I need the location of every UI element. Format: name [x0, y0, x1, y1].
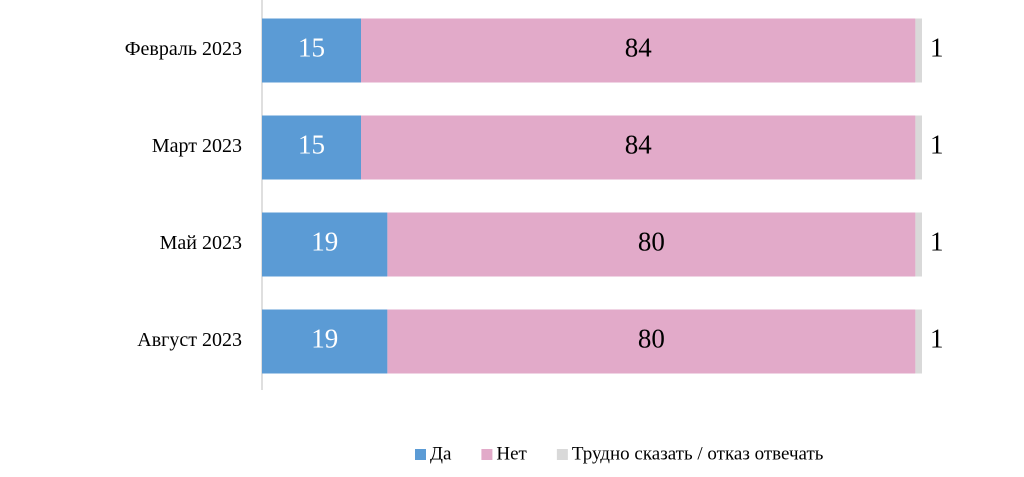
legend-swatch [481, 449, 493, 460]
bar-segment [262, 115, 361, 180]
data-label: 80 [638, 324, 665, 354]
legend-swatch [556, 449, 568, 460]
legend-label: Трудно сказать / отказ отвечать [572, 443, 824, 464]
bar-segment [387, 212, 916, 277]
bar-segment [387, 309, 916, 374]
y-tick-label: Февраль 2023 [125, 38, 242, 60]
data-label: 19 [311, 227, 338, 257]
bar-segment [262, 309, 388, 374]
legend-label: Нет [496, 443, 527, 464]
data-label: 80 [638, 227, 665, 257]
data-label: 15 [298, 33, 325, 63]
bar-segment [915, 18, 922, 83]
data-label: 84 [625, 33, 653, 63]
bar-segment [262, 212, 388, 277]
data-label: 1 [930, 33, 944, 63]
bar-segment [262, 18, 361, 83]
data-label: 19 [311, 324, 338, 354]
legend: Да Нет Трудно сказать / отказ отвечать [415, 443, 824, 464]
data-label: 15 [298, 130, 325, 160]
y-tick-label: Март 2023 [152, 135, 242, 157]
data-label: 1 [930, 130, 944, 160]
bar-segment [915, 115, 922, 180]
data-label: 1 [930, 324, 944, 354]
y-tick-label: Май 2023 [160, 232, 242, 254]
data-label: 1 [930, 227, 944, 257]
bar-segment [361, 115, 916, 180]
legend-label: Да [430, 443, 452, 464]
bar-segment [361, 18, 916, 83]
legend-swatch [415, 449, 426, 460]
y-tick-label: Август 2023 [137, 329, 242, 351]
data-label: 84 [625, 130, 653, 160]
bar-segment [915, 309, 922, 374]
bar-segment [915, 212, 922, 277]
